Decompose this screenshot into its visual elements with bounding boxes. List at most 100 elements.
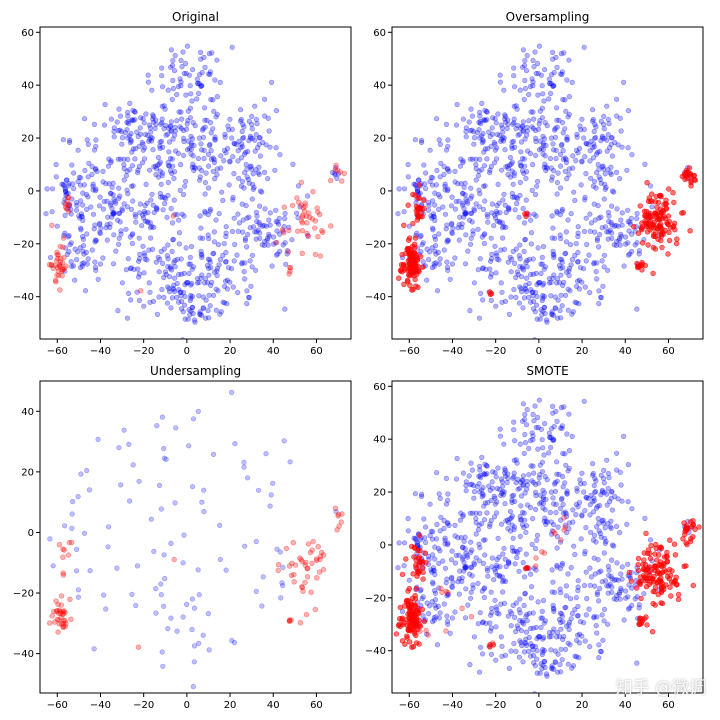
majority-point — [430, 225, 436, 231]
majority-point — [217, 79, 223, 85]
majority-point — [536, 121, 542, 127]
majority-point — [554, 117, 560, 123]
majority-point — [123, 267, 129, 273]
majority-point — [572, 551, 578, 558]
majority-point — [544, 165, 550, 171]
majority-point — [203, 315, 209, 321]
majority-point — [49, 186, 56, 192]
majority-point — [561, 404, 567, 410]
majority-point — [540, 649, 546, 655]
majority-point — [151, 164, 157, 170]
majority-point — [80, 243, 87, 249]
majority-point — [205, 232, 211, 238]
majority-point — [606, 145, 613, 151]
majority-point — [517, 284, 523, 290]
majority-point — [436, 615, 442, 621]
majority-point — [183, 60, 189, 67]
majority-point — [503, 209, 509, 216]
majority-point — [67, 202, 73, 208]
minority-point — [305, 541, 312, 547]
majority-point — [604, 103, 610, 109]
majority-point — [517, 441, 523, 447]
majority-point — [178, 271, 184, 277]
majority-point — [523, 551, 529, 557]
majority-point — [448, 203, 455, 209]
majority-point — [477, 191, 483, 197]
majority-point — [489, 125, 495, 131]
minority-point — [419, 606, 426, 613]
majority-point — [297, 204, 303, 210]
majority-point — [484, 463, 490, 469]
minority-point — [171, 556, 177, 563]
majority-point — [198, 141, 204, 147]
majority-point — [435, 191, 442, 198]
majority-point — [625, 107, 632, 114]
majority-point — [429, 182, 436, 188]
minority-point — [281, 204, 287, 210]
minority-point — [468, 613, 475, 620]
majority-point — [507, 508, 514, 515]
majority-point — [170, 77, 176, 84]
majority-point — [512, 498, 518, 505]
minority-point — [425, 632, 431, 638]
majority-point — [72, 277, 78, 283]
minority-point — [415, 284, 421, 290]
majority-point — [497, 433, 504, 439]
majority-point — [187, 105, 193, 111]
majority-point — [278, 595, 284, 601]
majority-point — [108, 200, 114, 206]
majority-point — [543, 496, 549, 503]
minority-point — [319, 228, 325, 234]
majority-point — [524, 124, 530, 130]
majority-point — [463, 210, 469, 216]
majority-point — [509, 493, 515, 499]
majority-point — [602, 186, 608, 192]
majority-point — [463, 565, 469, 571]
majority-point — [101, 198, 107, 205]
x-tick-label: 40 — [267, 700, 280, 711]
majority-point — [502, 466, 508, 472]
majority-point — [432, 243, 439, 249]
majority-point — [199, 168, 205, 174]
minority-point — [407, 611, 413, 618]
majority-point — [235, 290, 241, 296]
majority-point — [549, 663, 555, 669]
minority-point — [688, 179, 694, 186]
majority-point — [230, 154, 236, 160]
majority-point — [454, 101, 460, 108]
majority-point — [491, 139, 497, 145]
majority-point — [560, 265, 566, 271]
majority-point — [68, 240, 74, 246]
majority-point — [179, 306, 185, 312]
minority-point — [652, 563, 658, 569]
majority-point — [139, 160, 146, 166]
majority-point — [460, 544, 466, 550]
majority-point — [196, 640, 202, 647]
majority-point — [445, 237, 451, 243]
majority-point — [516, 654, 523, 660]
majority-point — [572, 606, 578, 613]
minority-point — [415, 214, 421, 221]
majority-point — [140, 116, 146, 122]
minority-point — [53, 608, 60, 614]
majority-point — [273, 145, 279, 151]
minority-point — [298, 556, 304, 563]
majority-point — [519, 418, 526, 424]
majority-point — [618, 587, 624, 593]
majority-point — [182, 282, 188, 288]
majority-point — [575, 587, 581, 594]
majority-point — [431, 617, 438, 623]
majority-point — [493, 604, 499, 610]
majority-point — [444, 593, 450, 599]
majority-point — [196, 592, 202, 598]
majority-point — [522, 640, 529, 647]
majority-point — [550, 275, 556, 281]
majority-point — [499, 653, 505, 659]
majority-point — [121, 201, 127, 207]
majority-point — [290, 161, 296, 167]
majority-point — [136, 163, 142, 170]
majority-point — [541, 647, 548, 654]
majority-point — [529, 187, 535, 193]
majority-point — [462, 534, 468, 540]
majority-point — [532, 489, 539, 496]
